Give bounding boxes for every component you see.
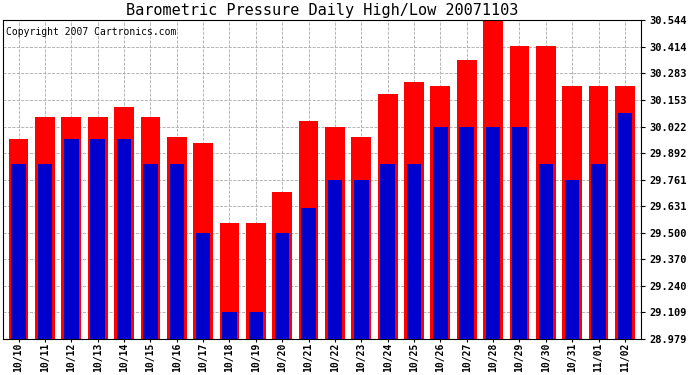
Bar (562, 86, 582, 375)
Bar (589, 86, 609, 375)
Text: Copyright 2007 Cartronics.com: Copyright 2007 Cartronics.com (6, 27, 177, 37)
Bar (328, 180, 342, 375)
Bar (539, 164, 553, 375)
Bar (431, 86, 451, 375)
Bar (90, 139, 105, 375)
Bar (615, 86, 635, 375)
Bar (591, 164, 606, 375)
Bar (302, 208, 316, 375)
Bar (11, 164, 26, 375)
Bar (35, 117, 55, 375)
Bar (170, 164, 184, 375)
Bar (460, 127, 474, 375)
Bar (275, 233, 289, 375)
Bar (380, 164, 395, 375)
Bar (246, 222, 266, 375)
Bar (351, 137, 371, 375)
Bar (509, 45, 529, 375)
Bar (457, 60, 477, 375)
Bar (117, 139, 131, 375)
Bar (61, 117, 81, 375)
Bar (512, 127, 526, 375)
Title: Barometric Pressure Daily High/Low 20071103: Barometric Pressure Daily High/Low 20071… (126, 3, 518, 18)
Bar (193, 143, 213, 375)
Bar (565, 180, 580, 375)
Bar (299, 121, 319, 375)
Bar (536, 45, 555, 375)
Bar (143, 164, 157, 375)
Bar (248, 312, 263, 375)
Bar (325, 127, 345, 375)
Bar (354, 180, 368, 375)
Bar (88, 117, 108, 375)
Bar (219, 222, 239, 375)
Bar (483, 21, 503, 375)
Bar (406, 164, 422, 375)
Bar (114, 106, 134, 375)
Bar (222, 312, 237, 375)
Bar (9, 139, 28, 375)
Bar (433, 127, 448, 375)
Bar (486, 127, 500, 375)
Bar (64, 139, 79, 375)
Bar (141, 117, 160, 375)
Bar (618, 112, 632, 375)
Bar (404, 82, 424, 375)
Bar (167, 137, 186, 375)
Bar (377, 94, 397, 375)
Bar (196, 233, 210, 375)
Bar (38, 164, 52, 375)
Bar (273, 192, 292, 375)
